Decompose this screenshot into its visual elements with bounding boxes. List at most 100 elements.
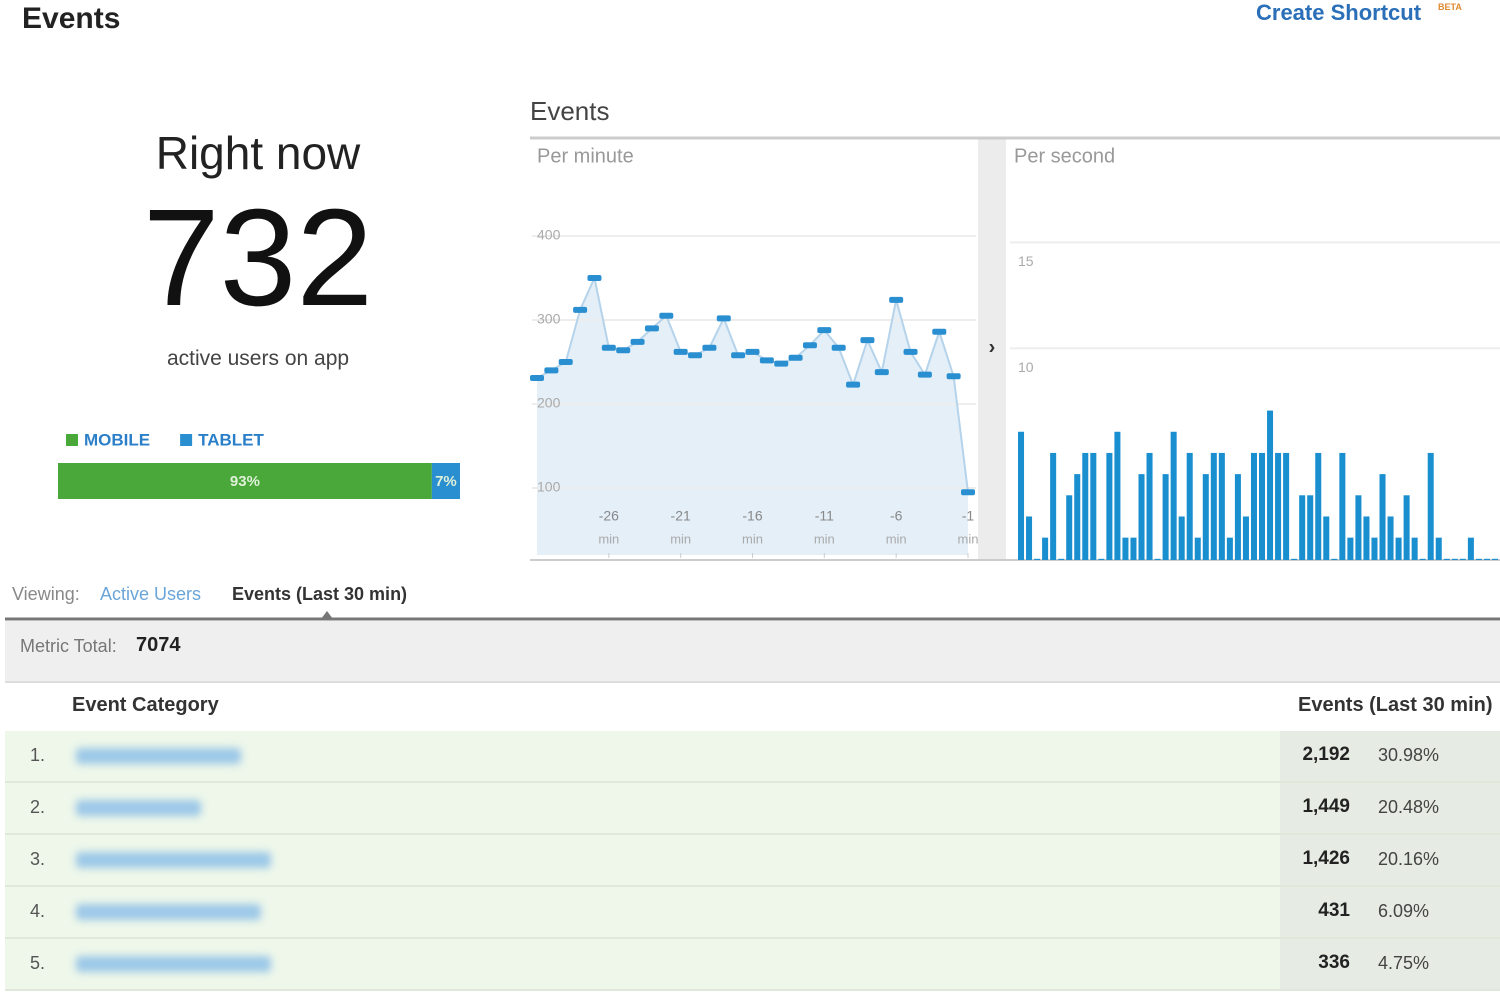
- bar: [1082, 452, 1089, 560]
- bar: [1267, 410, 1274, 560]
- bar: [1098, 558, 1105, 560]
- bar: [1210, 452, 1217, 560]
- bar: [1331, 558, 1338, 560]
- point: [673, 348, 688, 355]
- table-row[interactable]: [5, 731, 1500, 783]
- bar: [1339, 452, 1346, 560]
- y-tick-label: 300: [537, 311, 561, 327]
- bar: [1443, 558, 1450, 560]
- chart-divider: [978, 138, 1006, 560]
- row-value: 1,426: [1302, 848, 1350, 869]
- bar: [1074, 474, 1081, 560]
- expand-arrow[interactable]: ›: [989, 336, 996, 358]
- category-link[interactable]: [76, 956, 271, 972]
- category-link[interactable]: [76, 904, 261, 920]
- bar: [1034, 558, 1041, 560]
- events-cell-bg: [1280, 939, 1500, 989]
- point: [903, 348, 918, 355]
- x-tick-unit: min: [886, 531, 907, 546]
- right-now-label: Right now: [155, 127, 361, 179]
- legend-swatch: [66, 434, 78, 446]
- row-value: 1,449: [1302, 796, 1350, 817]
- bar: [1178, 516, 1185, 560]
- point: [716, 315, 731, 322]
- point: [759, 357, 774, 364]
- x-tick-label: -11: [815, 508, 834, 524]
- y-tick-label: 10: [1018, 359, 1034, 375]
- row-percent: 6.09%: [1378, 901, 1430, 921]
- point: [802, 342, 817, 349]
- point: [587, 275, 602, 281]
- bar: [1291, 558, 1298, 560]
- bar: [1307, 495, 1314, 560]
- bar: [1435, 537, 1442, 560]
- bar: [1018, 431, 1025, 560]
- x-tick-unit: min: [958, 531, 979, 546]
- table-row[interactable]: [5, 783, 1500, 835]
- bar: [1050, 452, 1057, 560]
- bar: [1363, 516, 1370, 560]
- create-shortcut[interactable]: Create Shortcut: [1256, 0, 1422, 25]
- point: [932, 328, 947, 335]
- point: [630, 338, 645, 345]
- category-link[interactable]: [76, 748, 241, 764]
- row-percent: 20.16%: [1378, 849, 1440, 869]
- per-second-plot: 10 15: [1010, 241, 1500, 560]
- bar: [1379, 474, 1386, 560]
- point: [702, 344, 717, 351]
- point: [530, 374, 544, 381]
- category-link[interactable]: [76, 800, 201, 816]
- bar: [1106, 452, 1113, 560]
- bar: [1042, 537, 1049, 560]
- chart-subtitle: Per minute: [537, 145, 634, 167]
- viewing-label: Viewing:: [12, 584, 80, 604]
- device-bar: [431, 463, 460, 499]
- bar: [1371, 537, 1378, 560]
- point: [745, 348, 760, 355]
- column-header[interactable]: Event Category: [72, 694, 219, 716]
- bar: [1355, 495, 1362, 560]
- bar: [1299, 495, 1306, 560]
- y-tick-label: 200: [537, 395, 561, 411]
- point: [961, 489, 975, 496]
- legend-label: MOBILE: [84, 430, 150, 449]
- bar: [1114, 431, 1121, 560]
- row-percent: 4.75%: [1378, 953, 1430, 973]
- legend-swatch: [180, 434, 193, 446]
- bar: [1090, 452, 1097, 560]
- bar: [1483, 558, 1490, 560]
- x-tick-label: -26: [599, 508, 619, 524]
- charts-title: Events: [530, 96, 610, 126]
- area: [537, 278, 968, 555]
- bar: [1387, 516, 1394, 560]
- point: [788, 354, 803, 361]
- active-caption: active users on app: [166, 347, 350, 370]
- metric-total: 7074: [136, 634, 181, 656]
- point: [874, 369, 889, 376]
- bar: [1347, 537, 1354, 560]
- page-title: Events: [22, 2, 121, 35]
- row-percent: 20.48%: [1378, 797, 1440, 817]
- tab-active-users[interactable]: Active Users: [100, 584, 202, 604]
- bar: [1475, 558, 1482, 560]
- x-tick-label: -16: [742, 508, 762, 524]
- tab-events[interactable]: Events (Last 30 min): [232, 584, 408, 604]
- bar: [1122, 537, 1129, 560]
- point: [817, 327, 832, 334]
- bar: [1242, 516, 1249, 560]
- bar: [1146, 452, 1153, 560]
- x-tick-unit: min: [670, 531, 691, 546]
- active-count: 732: [142, 181, 374, 335]
- x-tick-unit: min: [742, 531, 763, 546]
- bar: [1058, 558, 1065, 560]
- bar: [1323, 516, 1330, 560]
- point: [644, 325, 659, 332]
- column-header[interactable]: Events (Last 30 min): [1298, 694, 1493, 716]
- point: [558, 359, 573, 365]
- category-link[interactable]: [76, 852, 271, 868]
- tab-pointer: [321, 611, 333, 619]
- bar: [1427, 452, 1434, 560]
- point: [688, 352, 703, 359]
- row-value: 336: [1318, 952, 1350, 973]
